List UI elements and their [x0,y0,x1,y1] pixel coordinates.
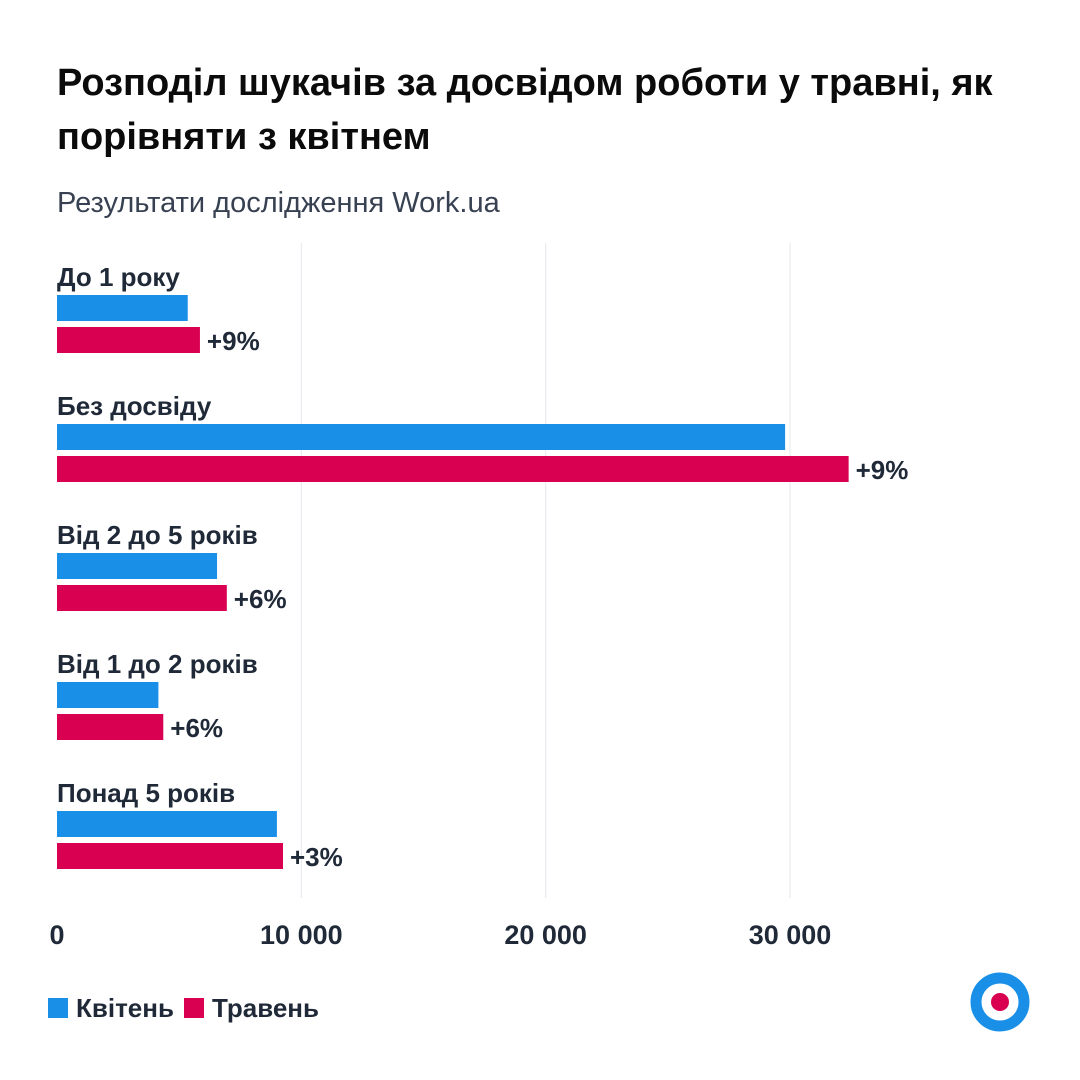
bar-april [57,295,188,321]
legend: Квітень Травень [48,990,329,1026]
bar-may [57,714,164,740]
bar-may [57,456,849,482]
bar-april [57,424,786,450]
category-label: До 1 року [57,262,180,292]
legend-swatch-may [183,998,204,1018]
change-label: +3% [290,842,343,872]
bar-may [57,585,227,611]
category-label: Понад 5 років [57,778,235,808]
category-label: Від 2 до 5 років [57,520,258,550]
work-ua-logo-icon [970,972,1030,1032]
legend-swatch-april [48,998,68,1018]
category-label: Без досвіду [57,391,212,421]
legend-item-april: Квітень [48,993,174,1024]
x-tick-label: 0 [49,920,64,950]
bar-april [57,553,218,579]
legend-label-april: Квітень [76,992,174,1023]
chart-subtitle: Результати дослідження Work.ua [57,187,500,219]
x-tick-label: 30 000 [749,920,832,950]
bar-april [57,682,159,708]
change-label: +9% [856,455,909,485]
category-label: Від 1 до 2 років [57,649,258,679]
x-tick-label: 10 000 [260,920,343,950]
bar-april [57,811,277,837]
legend-item-may: Травень [183,992,319,1024]
legend-label-may: Травень [211,992,319,1023]
chart-title: Розподіл шукачів за досвідом роботи у тр… [57,62,993,158]
change-label: +6% [234,584,287,614]
x-tick-label: 20 000 [504,920,587,950]
change-label: +6% [170,713,223,743]
bar-may [57,327,200,353]
bar-may [57,843,284,869]
change-label: +9% [207,326,260,356]
